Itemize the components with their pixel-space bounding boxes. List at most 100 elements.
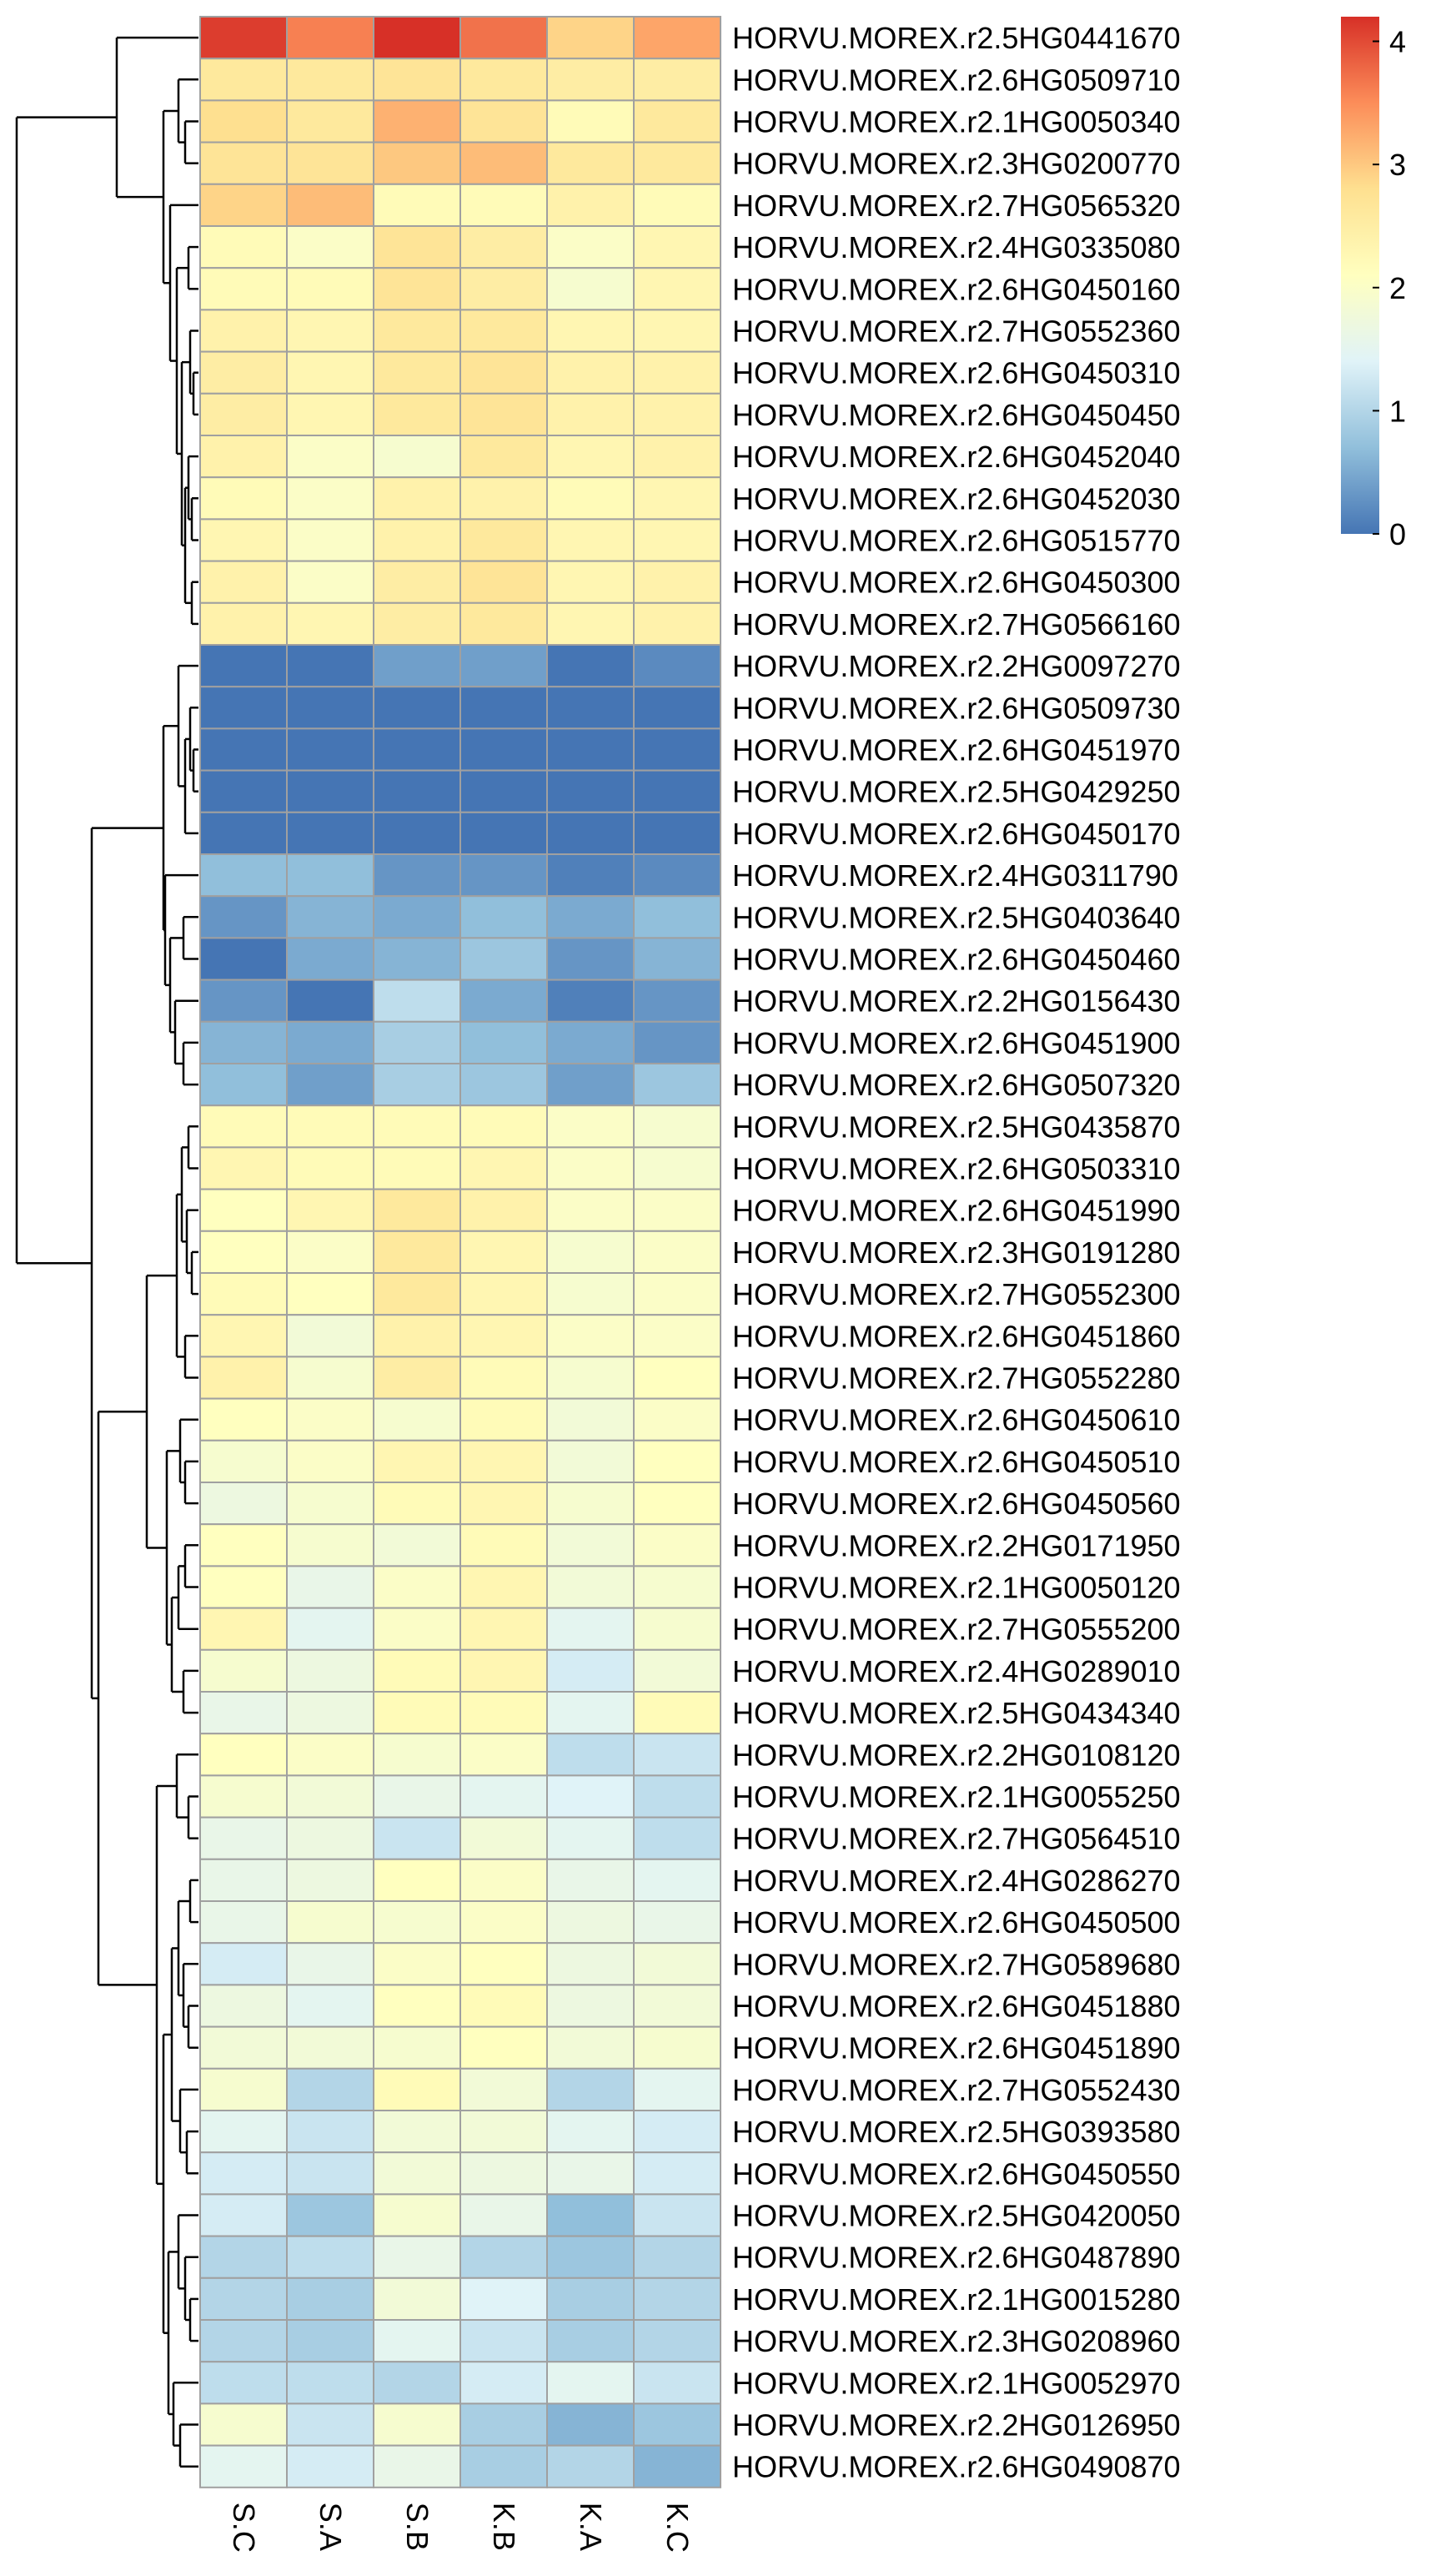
heatmap-cell [286,1356,374,1400]
heatmap-cell [286,769,374,813]
heatmap-cell [546,2067,635,2112]
heatmap-cell [373,1942,461,1986]
heatmap-cell [546,2110,635,2154]
heatmap-cell [546,1984,635,2028]
heatmap-cell [199,560,288,604]
color-legend: 0 1 2 3 4 [1341,17,1406,551]
row-label: HORVU.MOREX.r2.6HG0450610 [732,1403,1181,1437]
heatmap-cell [546,895,635,939]
row-label: HORVU.MOREX.r2.1HG0050340 [732,105,1181,139]
heatmap-cell [373,1188,461,1232]
heatmap-cell [286,601,374,646]
heatmap-cell [633,644,721,688]
heatmap-cell [199,811,288,855]
heatmap-cell [633,1063,721,1107]
heatmap-cell [633,1858,721,1903]
row-label: HORVU.MOREX.r2.6HG0450560 [732,1487,1181,1521]
heatmap-cell [286,2402,374,2447]
heatmap-cell [199,99,288,143]
heatmap-cell [459,811,548,855]
heatmap-cell [459,2193,548,2237]
heatmap-cell [546,1020,635,1065]
heatmap-cell [546,16,635,60]
heatmap-cell [373,2151,461,2196]
heatmap-cell [459,1691,548,1735]
heatmap-cell [286,2025,374,2070]
row-label: HORVU.MOREX.r2.6HG0503310 [732,1152,1181,1186]
row-label: HORVU.MOREX.r2.3HG0208960 [732,2324,1181,2358]
heatmap-cell [633,267,721,311]
heatmap-cell [633,2235,721,2279]
heatmap-cell [633,2402,721,2447]
heatmap-cell [199,2319,288,2363]
heatmap-cell [459,1858,548,1903]
heatmap-cell [199,2277,288,2322]
heatmap-cell [633,225,721,269]
row-label: HORVU.MOREX.r2.2HG0126950 [732,2408,1181,2443]
heatmap-cell [546,435,635,479]
heatmap-cell [633,979,721,1023]
row-label: HORVU.MOREX.r2.5HG0435870 [732,1109,1181,1144]
row-label: HORVU.MOREX.r2.7HG0589680 [732,1947,1181,1981]
heatmap-cell [459,769,548,813]
heatmap-cell [459,1063,548,1107]
heatmap-cell [199,1188,288,1232]
heatmap-cell [199,518,288,562]
heatmap-cell [546,2025,635,2070]
heatmap-cell [459,2361,548,2405]
row-label: HORVU.MOREX.r2.2HG0171950 [732,1528,1181,1562]
heatmap-cell [546,141,635,185]
heatmap-cell [546,2235,635,2279]
row-label: HORVU.MOREX.r2.4HG0335080 [732,230,1181,264]
heatmap-cell [459,686,548,730]
heatmap-cell [546,601,635,646]
heatmap-cell [633,1816,721,1860]
heatmap-cell [633,1397,721,1441]
row-label: HORVU.MOREX.r2.6HG0452040 [732,440,1181,474]
heatmap-cell [286,1397,374,1441]
heatmap-cell [459,1188,548,1232]
heatmap-cell [286,2067,374,2112]
heatmap-cell [199,1523,288,1567]
heatmap-cell [286,560,374,604]
heatmap-cell [373,769,461,813]
heatmap-cell [546,518,635,562]
heatmap-cell [459,1439,548,1484]
heatmap-cell [546,1900,635,1945]
heatmap-cell [373,686,461,730]
heatmap-cell [459,435,548,479]
heatmap-cell [459,1984,548,2028]
heatmap-cell [286,1482,374,1526]
heatmap-cell [286,2235,374,2279]
row-label: HORVU.MOREX.r2.6HG0450170 [732,817,1181,851]
heatmap-cell [199,1063,288,1107]
heatmap-cell [199,183,288,228]
heatmap-cell [546,1063,635,1107]
heatmap-cell [633,686,721,730]
heatmap-cell [199,1104,288,1149]
row-label: HORVU.MOREX.r2.7HG0552300 [732,1277,1181,1311]
heatmap-cell [199,601,288,646]
heatmap-cell [459,1272,548,1316]
row-label: HORVU.MOREX.r2.6HG0509730 [732,691,1181,725]
heatmap-cell [459,727,548,772]
heatmap-cell [546,1691,635,1735]
heatmap-cell [459,1523,548,1567]
heatmap-cell [633,2193,721,2237]
heatmap-cell [373,225,461,269]
row-label: HORVU.MOREX.r2.6HG0509710 [732,63,1181,97]
row-label: HORVU.MOREX.r2.6HG0451900 [732,1026,1181,1060]
row-label: HORVU.MOREX.r2.6HG0451860 [732,1319,1181,1353]
heatmap-cell [633,1607,721,1651]
heatmap-cell [459,1648,548,1693]
heatmap-cell [199,1691,288,1735]
heatmap-cell [459,895,548,939]
heatmap-cell [633,141,721,185]
heatmap-cell [286,2151,374,2196]
heatmap-cell [199,1439,288,1484]
row-label: HORVU.MOREX.r2.4HG0286270 [732,1864,1181,1898]
heatmap-cell [633,769,721,813]
heatmap-cell [633,727,721,772]
heatmap-cell [199,1984,288,2028]
heatmap-cell [633,1482,721,1526]
